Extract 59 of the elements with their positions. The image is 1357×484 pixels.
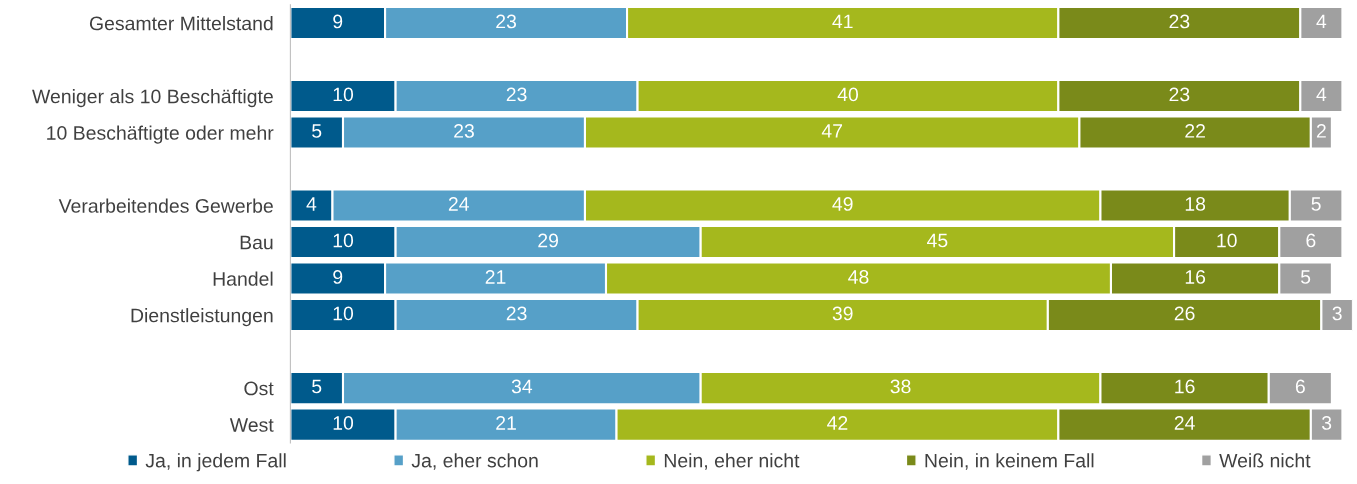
data-label: 5 (1300, 270, 1311, 284)
legend-label: Ja, in jedem Fall (145, 453, 286, 472)
y-tick-label: Ost (244, 381, 274, 396)
data-label: 24 (1174, 416, 1195, 430)
data-label: 49 (832, 197, 853, 211)
data-label: 24 (448, 197, 469, 211)
legend-label: Nein, eher nicht (664, 453, 800, 470)
data-label: 4 (306, 197, 317, 211)
data-label: 23 (496, 14, 517, 29)
data-label: 3 (1321, 416, 1332, 430)
data-label: 38 (890, 379, 911, 394)
data-label: 22 (1185, 124, 1205, 138)
data-label: 23 (1169, 14, 1190, 29)
data-label: 10 (1217, 233, 1237, 248)
y-tick-label: West (229, 418, 274, 432)
data-label: 48 (848, 270, 869, 284)
data-label: 4 (1316, 87, 1327, 102)
data-label: 29 (538, 233, 559, 248)
data-label: 2 (1316, 124, 1326, 138)
legend-label: Ja, eher schon (411, 453, 538, 470)
data-label: 10 (333, 416, 354, 430)
data-label: 47 (821, 124, 843, 138)
data-label: 9 (333, 14, 343, 29)
data-label: 23 (506, 87, 527, 102)
data-label: 6 (1306, 233, 1316, 248)
data-label: 41 (832, 14, 853, 29)
y-tick-label: Weniger als 10 Beschäftigte (32, 89, 273, 108)
legend-label: Weiß nicht (1219, 453, 1311, 468)
data-label: 10 (333, 87, 354, 102)
data-label: 5 (1311, 197, 1321, 211)
data-label: 9 (333, 270, 343, 284)
data-label: 26 (1174, 306, 1195, 321)
y-tick-label: Bau (240, 235, 273, 250)
data-label: 23 (454, 124, 474, 138)
data-label: 21 (496, 416, 516, 430)
data-label: 4 (1316, 14, 1327, 29)
data-label: 34 (511, 379, 533, 394)
data-label: 16 (1175, 379, 1195, 394)
data-label: 23 (506, 306, 527, 321)
data-label: 16 (1185, 270, 1206, 284)
data-label: 10 (333, 233, 354, 248)
data-label: 5 (312, 379, 322, 394)
data-label: 3 (1332, 306, 1342, 321)
y-tick-label: Verarbeitendes Gewerbe (58, 198, 273, 213)
data-label: 23 (1169, 87, 1190, 102)
y-tick-label: Gesamter Mittelstand (89, 16, 273, 31)
data-label: 45 (927, 233, 948, 248)
data-label: 6 (1295, 379, 1305, 394)
data-label: 5 (312, 124, 322, 138)
data-label: 21 (485, 270, 506, 284)
y-tick-label: Handel (213, 271, 273, 286)
y-tick-label: 10 Beschäftigte oder mehr (47, 125, 274, 144)
data-label: 42 (827, 416, 848, 430)
data-label: 39 (832, 306, 853, 321)
y-tick-label: Dienstleistungen (131, 308, 273, 327)
legend-label: Nein, in keinem Fall (925, 453, 1094, 470)
data-label: 10 (333, 306, 354, 321)
data-label: 18 (1185, 197, 1206, 211)
data-label: 40 (837, 87, 859, 102)
